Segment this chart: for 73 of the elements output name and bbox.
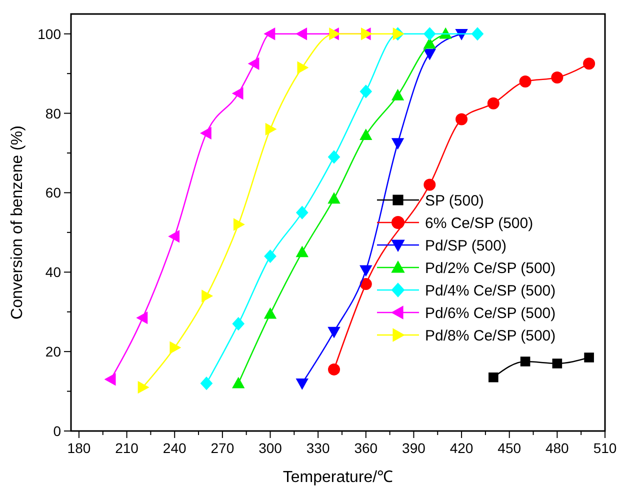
point — [360, 265, 372, 276]
x-tick-label: 420 — [450, 440, 474, 456]
legend-label: Pd/6% Ce/SP (500) — [425, 305, 556, 322]
x-tick-label: 480 — [546, 440, 570, 456]
point — [328, 150, 340, 164]
point — [487, 97, 500, 110]
y-axis-title: Conversion of benzene (%) — [9, 126, 26, 320]
point — [424, 27, 436, 40]
point — [200, 376, 212, 390]
x-tick-label: 180 — [67, 440, 91, 456]
point — [248, 58, 260, 70]
point — [519, 76, 532, 88]
point — [168, 230, 180, 242]
point — [136, 312, 148, 324]
legend-label: SP (500) — [425, 192, 484, 210]
y-tick-label: 0 — [53, 423, 62, 439]
x-tick-label: 300 — [258, 440, 282, 456]
x-tick-label: 390 — [402, 440, 426, 456]
point — [104, 373, 116, 386]
point — [360, 84, 372, 98]
point — [584, 352, 594, 362]
y-tick-label: 40 — [45, 264, 62, 280]
point — [232, 87, 244, 100]
point — [583, 58, 596, 70]
point — [456, 113, 468, 126]
legend-label: 6% Ce/SP (500) — [425, 215, 534, 232]
point — [202, 290, 212, 302]
point — [264, 250, 276, 263]
x-tick-label: 270 — [210, 440, 234, 456]
point — [232, 317, 244, 330]
point — [488, 372, 498, 382]
point — [170, 342, 181, 354]
point — [296, 28, 308, 40]
point — [233, 218, 244, 230]
x-tick-label: 240 — [162, 440, 187, 456]
point — [328, 326, 340, 338]
point — [392, 89, 404, 100]
point — [392, 138, 404, 150]
x-axis-title: Temperature/℃ — [282, 469, 394, 486]
point — [360, 278, 372, 290]
point — [520, 356, 530, 366]
point — [360, 129, 372, 140]
x-tick-label: 360 — [354, 440, 378, 456]
point — [328, 363, 340, 376]
point — [424, 38, 436, 49]
point — [138, 381, 149, 394]
point — [297, 62, 308, 74]
point — [264, 28, 276, 40]
point — [471, 27, 484, 40]
x-tick-label: 330 — [306, 440, 330, 456]
point — [551, 72, 564, 84]
x-tick-label: 510 — [593, 440, 617, 456]
y-tick-label: 100 — [38, 26, 62, 42]
point — [424, 48, 436, 60]
legend-label: Pd/2% Ce/SP (500) — [425, 260, 556, 277]
y-tick-label: 60 — [45, 184, 62, 201]
point — [264, 308, 276, 319]
point — [265, 123, 276, 136]
point — [552, 358, 562, 368]
point — [424, 178, 436, 191]
x-tick-label: 210 — [115, 440, 139, 456]
point — [296, 246, 308, 258]
point — [328, 192, 340, 204]
point — [200, 127, 212, 140]
point — [232, 377, 244, 388]
legend-label: Pd/4% Ce/SP (500) — [425, 282, 556, 300]
legend-label: Pd/SP (500) — [425, 238, 506, 254]
y-tick-label: 20 — [45, 344, 62, 360]
x-tick-label: 450 — [498, 440, 522, 456]
legend-label: Pd/8% Ce/SP (500) — [425, 328, 556, 344]
y-tick-label: 80 — [45, 105, 62, 122]
point — [296, 378, 308, 390]
point — [296, 206, 308, 220]
